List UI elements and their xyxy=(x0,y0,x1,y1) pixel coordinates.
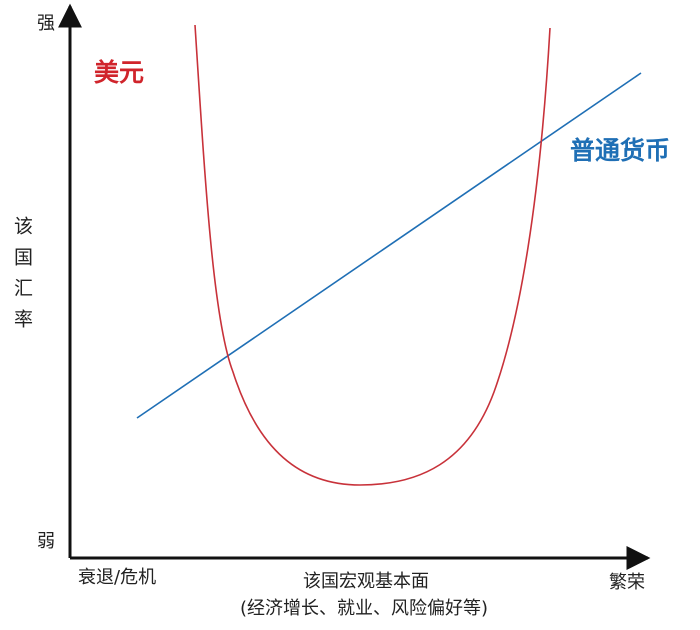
currency-line xyxy=(136,72,642,419)
y-top-label: 强 xyxy=(37,13,55,34)
dollar-label: 美元 xyxy=(94,58,144,87)
x-axis-label: 该国宏观基本面 xyxy=(303,571,429,592)
y-axis-label: 该国汇率 xyxy=(11,216,33,340)
x-left-label: 衰退/危机 xyxy=(78,567,156,588)
currency-label: 普通货币 xyxy=(570,136,670,165)
x-axis-sublabel: (经济增长、就业、风险偏好等) xyxy=(240,598,488,619)
dollar-curve xyxy=(194,24,551,486)
y-bottom-label: 弱 xyxy=(37,531,55,552)
x-right-label: 繁荣 xyxy=(609,572,645,593)
